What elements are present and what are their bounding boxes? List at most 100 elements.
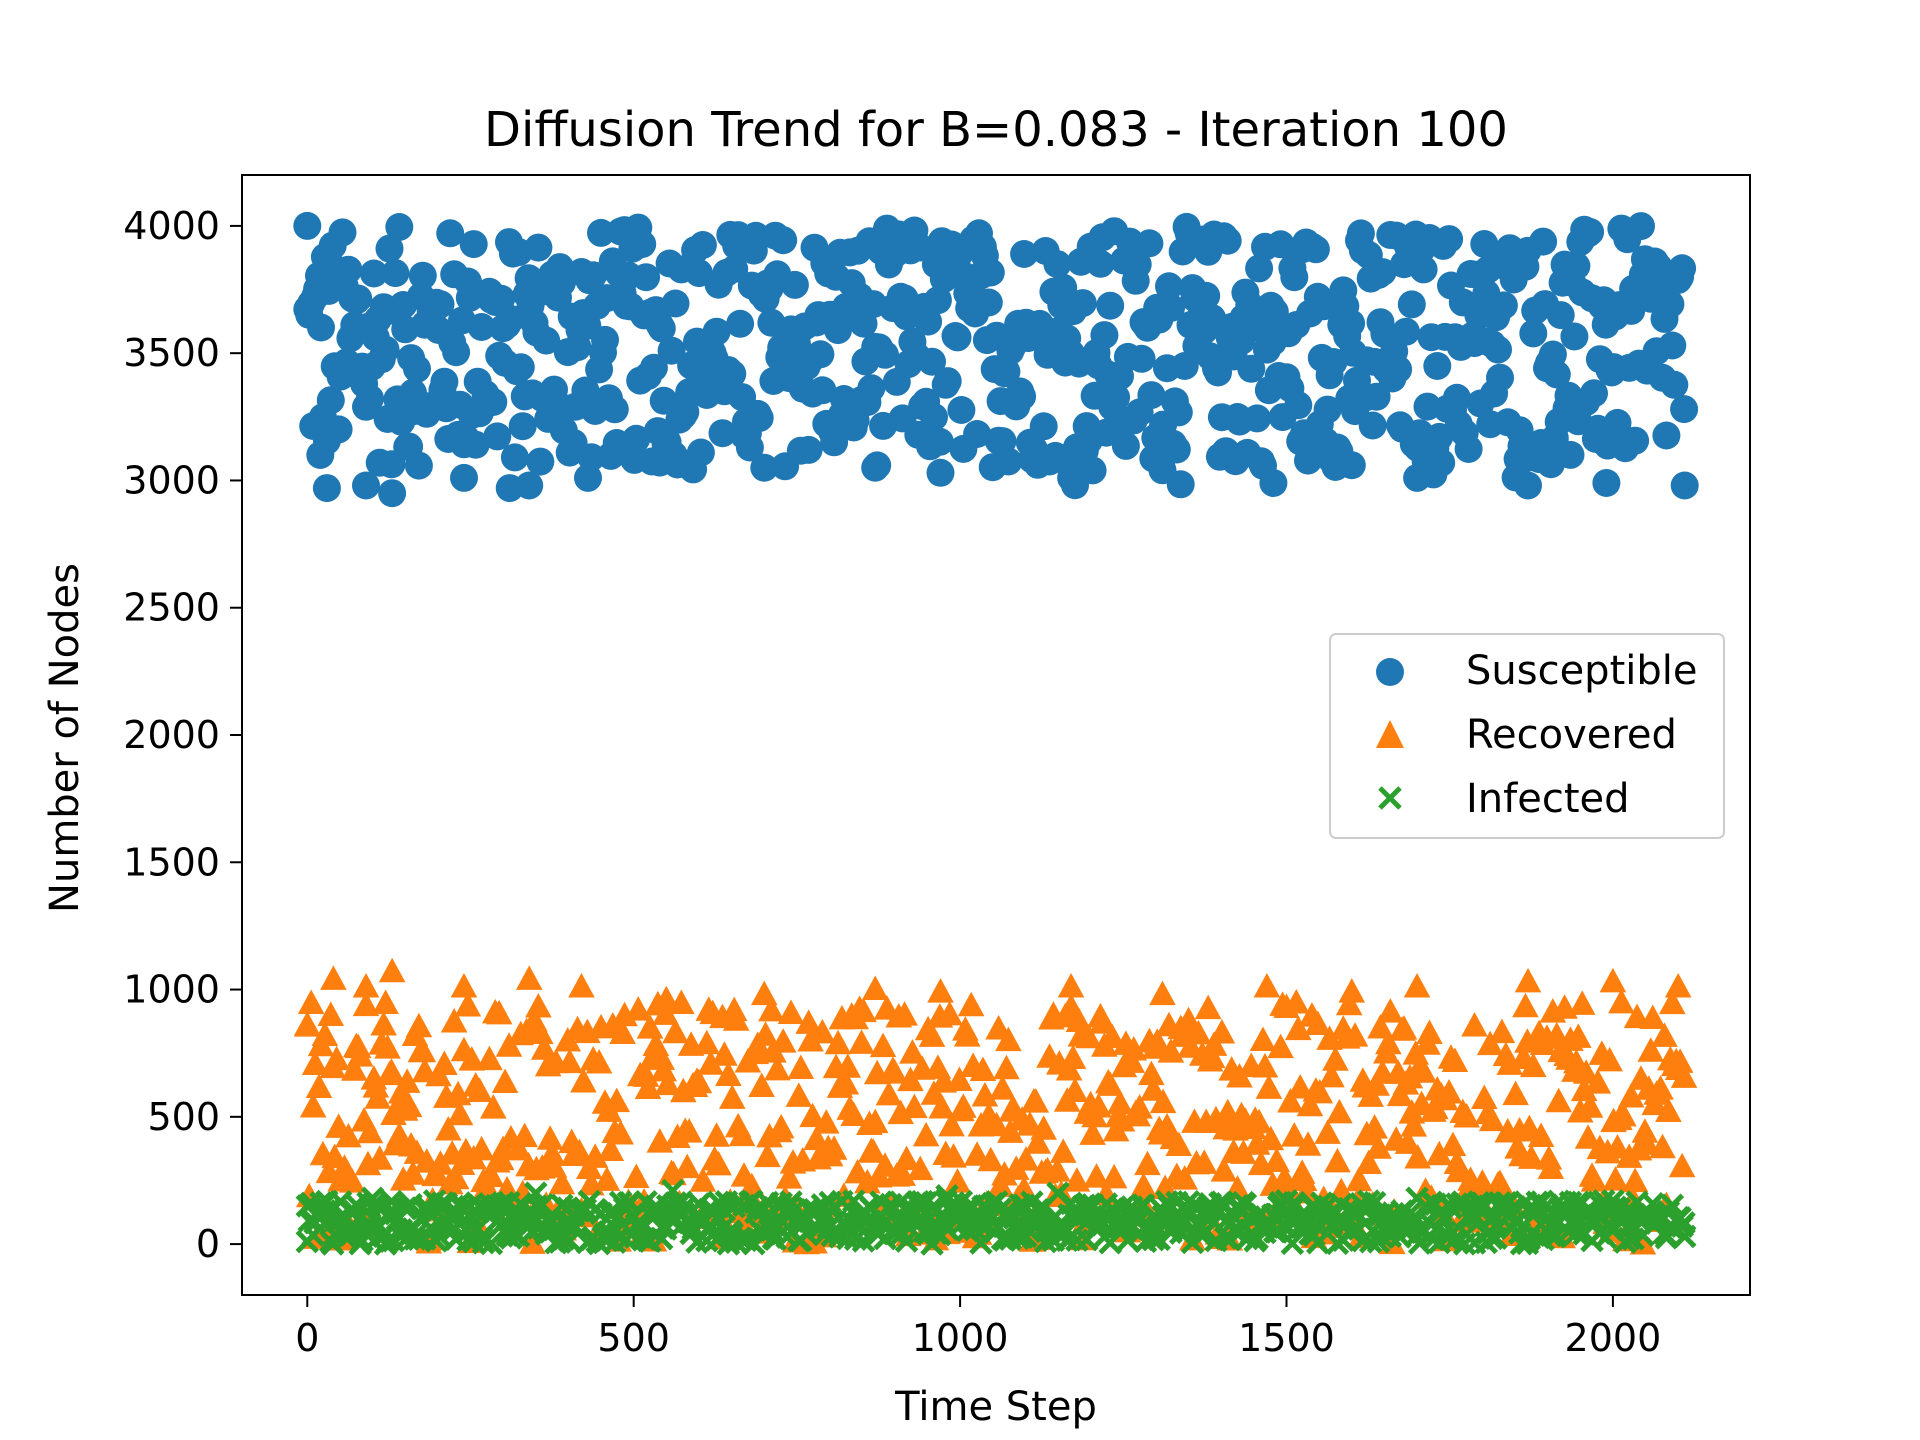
recovered-point (1608, 988, 1635, 1014)
susceptible-point (1423, 352, 1452, 380)
infected-point (1274, 1189, 1299, 1213)
recovered-point (1488, 1018, 1516, 1044)
recovered-point (1057, 973, 1085, 998)
recovered-point (362, 1073, 390, 1098)
y-tick-label: 0 (196, 1222, 220, 1266)
y-tick-label: 4000 (123, 204, 220, 248)
y-axis-label: Number of Nodes (42, 563, 88, 913)
recovered-point (1537, 1154, 1565, 1180)
recovered-point (906, 1155, 934, 1181)
recovered-point (685, 1068, 713, 1094)
recovered-point (977, 1146, 1005, 1172)
recovered-point (703, 1122, 730, 1147)
recovered-point (785, 1082, 813, 1107)
susceptible-point (1057, 463, 1086, 492)
susceptible-point (1542, 360, 1571, 389)
susceptible-point (622, 424, 651, 453)
susceptible-point (574, 463, 602, 492)
recovered-point (797, 1027, 824, 1052)
recovered-point (491, 1068, 519, 1093)
infected-point (530, 1193, 555, 1217)
recovered-point (912, 1121, 940, 1147)
recovered-point (1185, 1019, 1212, 1045)
recovered-point (1157, 1038, 1185, 1063)
susceptible-point (657, 336, 686, 365)
susceptible-point (1162, 435, 1191, 464)
recovered-point (953, 1022, 981, 1047)
y-tick-label: 1000 (123, 968, 220, 1012)
recovered-point (705, 1150, 732, 1176)
recovered-point (1281, 1122, 1308, 1147)
recovered-point (1059, 1044, 1087, 1069)
susceptible-point (639, 353, 668, 382)
susceptible-point (436, 219, 465, 248)
susceptible-point (806, 340, 835, 369)
susceptible-point (1148, 456, 1177, 485)
recovered-point (538, 1140, 566, 1165)
legend-infected-label: Infected (1466, 776, 1630, 822)
recovered-point (775, 1164, 803, 1189)
recovered-point (1574, 1124, 1602, 1149)
susceptible-point (352, 471, 380, 500)
recovered-point (1631, 1118, 1659, 1143)
recovered-point (950, 1093, 977, 1118)
recovered-point (1024, 1129, 1052, 1154)
susceptible-point (726, 309, 755, 338)
recovered-point (1602, 1166, 1629, 1191)
recovered-point (1049, 1138, 1077, 1163)
recovered-point (927, 978, 954, 1003)
recovered-point (519, 1229, 546, 1254)
susceptible-point (378, 479, 407, 508)
recovered-point (527, 1019, 554, 1044)
susceptible-point (1362, 382, 1391, 411)
recovered-point (1096, 1071, 1124, 1096)
susceptible-point (450, 463, 478, 492)
susceptible-point (404, 451, 433, 480)
susceptible-point (1102, 383, 1131, 412)
recovered-point (1249, 1026, 1277, 1052)
susceptible-point (515, 471, 544, 500)
susceptible-point (442, 338, 471, 367)
infected-point (1672, 1224, 1697, 1249)
recovered-point (722, 1006, 750, 1031)
susceptible-point (947, 396, 976, 424)
recovered-point (1637, 1037, 1665, 1062)
recovered-point (1304, 1010, 1332, 1035)
recovered-point (1022, 1088, 1050, 1113)
recovered-point (293, 1011, 321, 1036)
recovered-point (478, 1162, 505, 1188)
susceptible-point (1489, 291, 1518, 320)
susceptible-point (918, 347, 946, 376)
susceptible-point (1454, 435, 1483, 463)
recovered-point (597, 1136, 625, 1161)
susceptible-point (1090, 321, 1119, 350)
recovered-point (505, 1135, 533, 1161)
recovered-point (468, 1135, 495, 1161)
susceptible-point (920, 403, 948, 431)
recovered-point (442, 1164, 470, 1190)
recovered-point (848, 1029, 875, 1054)
x-axis-label: Time Step (894, 1384, 1097, 1430)
recovered-point (1655, 1097, 1682, 1122)
recovered-point (450, 973, 478, 998)
susceptible-point (871, 340, 899, 369)
recovered-point (662, 1018, 689, 1044)
susceptible-point (861, 453, 890, 482)
recovered-point (1512, 992, 1539, 1018)
recovered-point (983, 1111, 1010, 1137)
recovered-point (366, 1145, 394, 1170)
susceptible-point (1127, 344, 1156, 373)
recovered-point (1316, 1025, 1343, 1050)
susceptible-point (1155, 272, 1183, 301)
infected-point (360, 1186, 385, 1211)
recovered-point (1138, 1060, 1165, 1086)
recovered-point (1175, 1006, 1202, 1032)
recovered-point (1666, 1048, 1694, 1073)
recovered-point (1647, 1075, 1674, 1100)
recovered-point (969, 1056, 997, 1082)
susceptible-point (403, 354, 431, 383)
recovered-point (758, 996, 785, 1022)
recovered-point (440, 1008, 468, 1033)
infected-point (1306, 1230, 1330, 1255)
recovered-point (548, 1169, 576, 1195)
